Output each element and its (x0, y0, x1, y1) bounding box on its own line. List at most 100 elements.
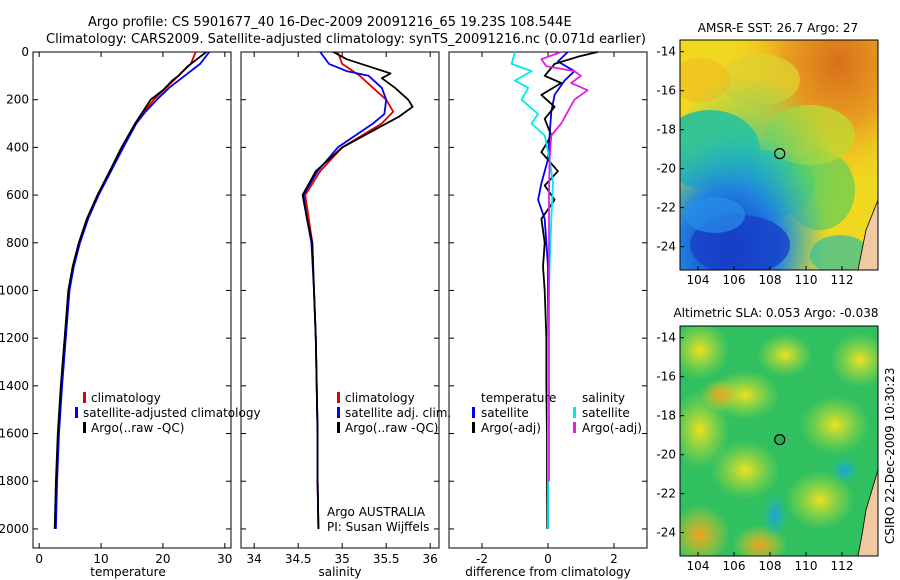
figure-title-line1: Argo profile: CS 5901677_40 16-Dec-2009 … (88, 15, 572, 30)
legend-label-argo: Argo(..raw -QC) (91, 421, 184, 435)
legend-swatch-temp-satellite (472, 407, 475, 418)
y-tick-label: 1000 (0, 283, 29, 297)
x-tick-label: 20 (155, 552, 170, 566)
argo-float-marker (774, 148, 786, 160)
legend-label-temp-argo: Argo(-adj) (481, 421, 541, 435)
map-y-tick-label: -18 (656, 409, 676, 423)
sst-map-panel: AMSR-E SST: 26.7 Argo: 27 104 106 108 110 11… (656, 21, 879, 287)
sla-map-title: Altimetric SLA: 0.053 Argo: -0.038 (673, 306, 878, 320)
coastline-land (857, 469, 878, 556)
legend-label-sal-satellite: satellite (582, 406, 630, 420)
temperature-series-group (53, 51, 211, 529)
map-y-tick-label: -18 (656, 123, 676, 137)
legend-label-climatology: climatology (345, 391, 415, 405)
x-tick-label: -2 (476, 552, 488, 566)
temperature-legend: climatology satellite-adjusted climatolo… (75, 391, 261, 435)
legend-label-argo: Argo(..raw -QC) (345, 421, 438, 435)
legend-swatch-satellite (337, 407, 340, 418)
sla-map-panel: Altimetric SLA: 0.053 Argo: -0.038 104 10… (656, 306, 879, 573)
legend-title-temperature: temperature (481, 391, 556, 405)
x-tick-label: 36 (423, 552, 438, 566)
series-line-argo-raw-qc (53, 51, 207, 529)
y-tick-label: 0 (21, 45, 29, 59)
map-y-tick-label: -22 (656, 201, 676, 215)
map-x-tick-label: 110 (795, 273, 818, 287)
y-tick-label: 2000 (0, 522, 29, 536)
temperature-axes-frame (32, 51, 232, 549)
legend-swatch-climatology (337, 392, 340, 403)
legend-label-climatology: climatology (91, 391, 161, 405)
x-tick-label: 0 (544, 552, 552, 566)
legend-swatch-climatology (83, 392, 86, 403)
x-tick-label: 34.5 (285, 552, 312, 566)
x-tick-label: 30 (217, 552, 232, 566)
salinity-axis-ticks: 34 34.5 35 35.5 36 (241, 51, 439, 566)
difference-series-group (510, 51, 598, 529)
x-tick-label: 2 (610, 552, 618, 566)
series-line-temperature-argo-adj (540, 51, 598, 529)
salinity-series-group (301, 51, 414, 529)
legend-swatch-sal-satellite (573, 407, 576, 418)
difference-panel: -2 0 2 difference from climatology tempera… (448, 51, 648, 579)
map-x-tick-label: 106 (723, 559, 746, 573)
legend-swatch-temp-argo (472, 422, 475, 433)
salinity-panel: 34 34.5 35 35.5 36 salinity climatology sate… (240, 51, 451, 579)
coastline-land (857, 199, 878, 270)
difference-axis-ticks: -2 0 2 (449, 51, 647, 566)
legend-label-satellite: satellite-adjusted climatology (83, 406, 261, 420)
x-tick-label: 34 (247, 552, 262, 566)
series-line-salinity-argo-adj (540, 51, 589, 482)
sla-map-axis-ticks: 104 106 108 110 112 -14 -16 -18 -20 -22 -24 (656, 331, 853, 573)
map-y-tick-label: -20 (656, 448, 676, 462)
map-y-tick-label: -16 (656, 84, 676, 98)
series-line-satellite-adj-clim (302, 51, 388, 529)
y-tick-label: 200 (6, 93, 29, 107)
map-x-tick-label: 108 (759, 273, 782, 287)
map-x-tick-label: 112 (831, 559, 854, 573)
sst-map-title: AMSR-E SST: 26.7 Argo: 27 (698, 21, 858, 35)
sst-field (680, 40, 878, 270)
series-line-climatology (54, 51, 197, 529)
series-line-salinity-satellite (510, 51, 554, 529)
sla-field (680, 326, 878, 556)
y-tick-label: 1600 (0, 427, 29, 441)
legend-label-sal-argo: Argo(-adj) (582, 421, 642, 435)
map-y-tick-label: -22 (656, 487, 676, 501)
y-tick-label: 1800 (0, 474, 29, 488)
map-y-tick-label: -20 (656, 162, 676, 176)
map-y-tick-label: -14 (656, 331, 676, 345)
map-x-tick-label: 106 (723, 273, 746, 287)
x-tick-label: 10 (93, 552, 108, 566)
difference-legend: temperature satellite Argo(-adj) salinit… (472, 391, 642, 435)
sst-map-axis-ticks: 104 106 108 110 112 -14 -16 -18 -20 -22 -24 (656, 45, 853, 287)
legend-swatch-satellite (75, 407, 78, 418)
difference-xlabel: difference from climatology (465, 565, 631, 579)
y-tick-label: 1400 (0, 379, 29, 393)
series-line-argo-raw-qc (301, 51, 414, 529)
legend-title-salinity: salinity (582, 391, 625, 405)
salinity-legend: climatology satellite adj. clim. Argo(..… (337, 391, 451, 435)
salinity-axes-frame (240, 51, 440, 549)
y-tick-label: 600 (6, 188, 29, 202)
legend-swatch-argo (83, 422, 86, 433)
temperature-panel: 0 10 20 30 0 200 400 600 800 1000 1200 1400 1600 1800… (0, 45, 261, 579)
argo-float-marker (774, 434, 786, 446)
series-line-temperature-satellite (537, 51, 576, 529)
figure-title-line2: Climatology: CARS2009. Satellite-adjuste… (46, 32, 646, 47)
x-tick-label: 35 (335, 552, 350, 566)
x-tick-label: 0 (35, 552, 43, 566)
legend-label-temp-satellite: satellite (481, 406, 529, 420)
y-tick-label: 800 (6, 236, 29, 250)
y-tick-label: 400 (6, 140, 29, 154)
map-y-tick-label: -24 (656, 240, 676, 254)
map-x-tick-label: 104 (687, 559, 710, 573)
legend-swatch-sal-argo (573, 422, 576, 433)
legend-swatch-argo (337, 422, 340, 433)
salinity-xlabel: salinity (318, 565, 361, 579)
sla-map-frame (679, 325, 879, 557)
map-y-tick-label: -24 (656, 526, 676, 540)
legend-label-satellite: satellite adj. clim. (345, 406, 451, 420)
y-tick-label: 1200 (0, 331, 29, 345)
x-tick-label: 35.5 (373, 552, 400, 566)
